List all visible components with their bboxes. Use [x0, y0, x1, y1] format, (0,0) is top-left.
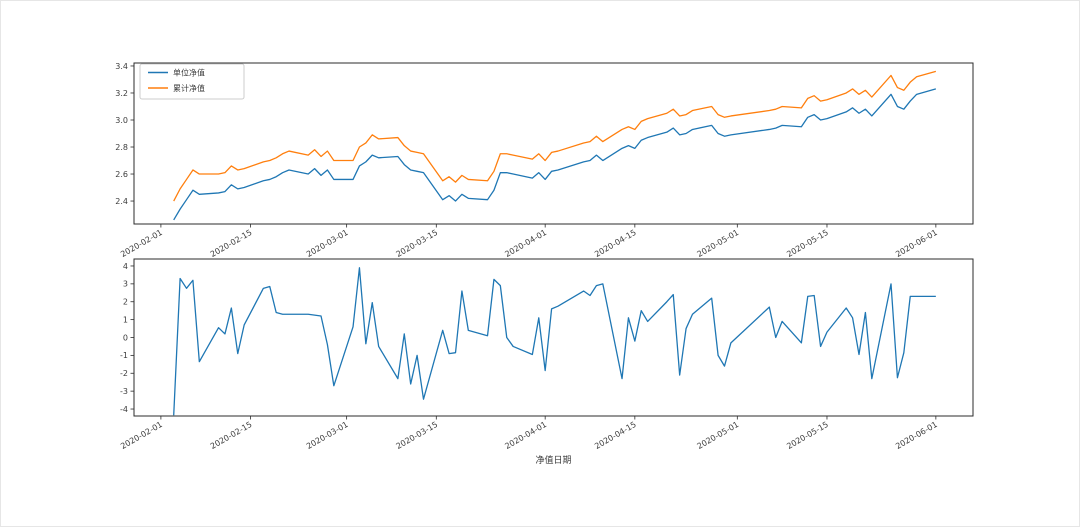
- unit-nav-line: [173, 88, 937, 221]
- y-tick-label: 3: [123, 280, 128, 289]
- x-tick-label: 2020-03-01: [305, 228, 350, 259]
- x-tick-label: 2020-06-01: [894, 228, 939, 259]
- x-tick-label: 2020-02-15: [209, 228, 254, 259]
- nav-subplot: 2020-02-01 2020-02-15 2020-03-01 2020-03-15…: [115, 62, 974, 259]
- y-tick-label: 1: [123, 315, 128, 324]
- x-tick-label: 2020-03-15: [395, 228, 440, 259]
- y-tick-label: 0: [123, 333, 128, 342]
- x-axis: 2020-02-01 2020-02-15 2020-03-01 2020-03-15…: [119, 224, 939, 259]
- x-tick-label: 2020-02-15: [209, 420, 254, 451]
- axes-spines: [133, 62, 974, 225]
- y-tick-label: 2.4: [115, 197, 128, 206]
- x-tick-label: 2020-04-15: [593, 420, 638, 451]
- y-tick-label: 3.0: [115, 116, 128, 125]
- x-axis-title: 净值日期: [535, 456, 572, 466]
- x-tick-label: 2020-06-01: [894, 420, 939, 451]
- legend-label: 单位净值: [173, 68, 205, 78]
- y-tick-label: 2.6: [115, 170, 128, 179]
- y-tick-label: 2: [123, 298, 128, 307]
- y-tick-label: -2: [120, 369, 128, 378]
- y-axis: -4 -3 -2 -1 0 1 2 3 4: [120, 262, 134, 414]
- y-tick-label: -4: [120, 405, 128, 414]
- x-tick-label: 2020-03-01: [305, 420, 350, 451]
- y-tick-label: 3.4: [115, 62, 128, 71]
- x-tick-label: 2020-04-01: [503, 228, 548, 259]
- y-tick-label: -3: [120, 387, 128, 396]
- y-tick-label: 4: [123, 262, 128, 271]
- x-tick-label: 2020-02-01: [119, 228, 164, 259]
- y-tick-label: 2.8: [115, 143, 128, 152]
- x-tick-label: 2020-04-01: [503, 420, 548, 451]
- cumulative-nav-line: [173, 70, 937, 202]
- y-tick-label: -1: [120, 351, 128, 360]
- x-tick-label: 2020-05-01: [696, 420, 741, 451]
- y-tick-label: 3.2: [115, 89, 128, 98]
- x-tick-label: 2020-03-15: [395, 420, 440, 451]
- x-tick-label: 2020-05-15: [785, 228, 830, 259]
- daily-growth-line: [173, 267, 936, 416]
- x-axis: 2020-02-01 2020-02-15 2020-03-01 2020-03-15…: [119, 416, 939, 451]
- growth-subplot: 2020-02-01 2020-02-15 2020-03-01 2020-03-15…: [119, 258, 974, 451]
- axes-spines: [133, 258, 974, 417]
- legend-label: 累计净值: [173, 83, 205, 93]
- y-axis: 2.4 2.6 2.8 3.0 3.2 3.4: [115, 62, 134, 206]
- x-tick-label: 2020-05-15: [785, 420, 830, 451]
- x-tick-label: 2020-04-15: [593, 228, 638, 259]
- x-tick-label: 2020-05-01: [696, 228, 741, 259]
- x-tick-label: 2020-02-01: [119, 420, 164, 451]
